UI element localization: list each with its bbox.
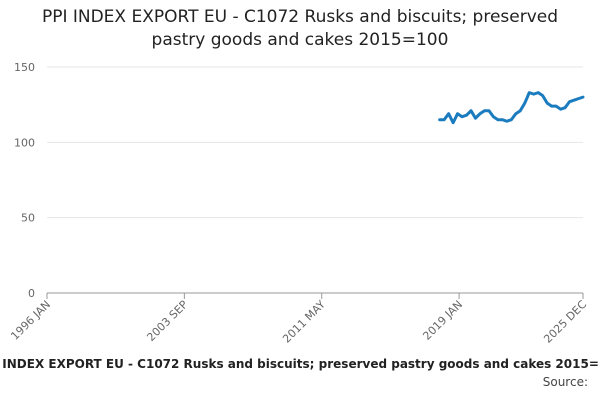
series-line [438, 91, 585, 125]
y-tick-label: 150 [14, 61, 35, 74]
x-tick-label: 2019 JAN [420, 298, 465, 343]
source: Source: [542, 375, 588, 389]
x-tick-label: 2003 SEP [144, 298, 190, 344]
y-tick-label: 0 [28, 287, 35, 300]
x-tick-label: 2011 MAY [280, 298, 328, 346]
chart-title: PPI INDEX EXPORT EU - C1072 Rusks and bi… [41, 7, 559, 50]
x-tick-label: 1996 JAN [8, 298, 53, 343]
caption: PPI INDEX EXPORT EU - C1072 Rusks and bi… [0, 357, 600, 371]
x-tick-label: 2025 DEC [541, 298, 589, 346]
y-tick-label: 50 [21, 212, 35, 225]
y-tick-label: 100 [14, 136, 35, 149]
